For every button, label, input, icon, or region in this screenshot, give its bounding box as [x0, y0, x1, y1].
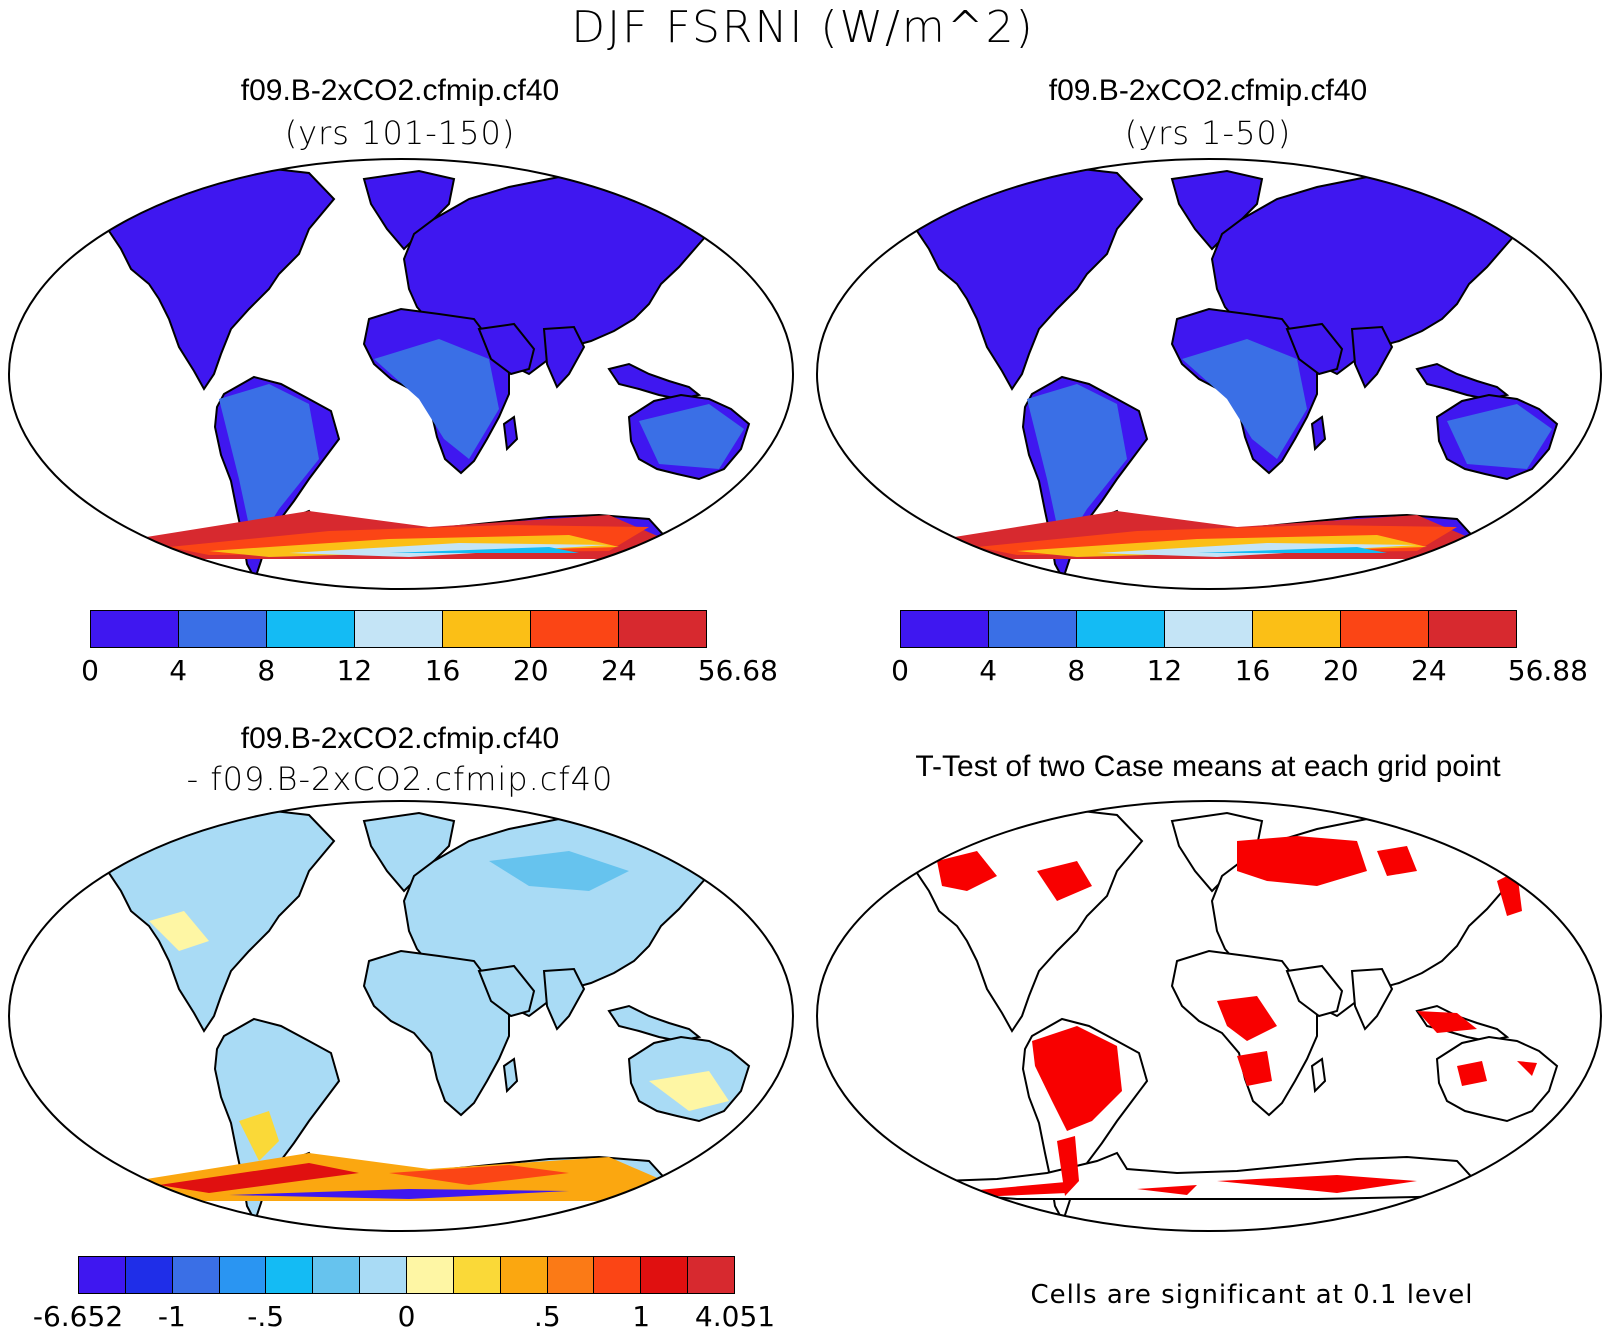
panel3-subtitle: - f09.B-2xCO2.cfmip.cf40	[186, 760, 614, 798]
colorbar-tick-label: .5	[533, 1300, 561, 1333]
colorbar-tick-label: 16	[424, 654, 461, 687]
colorbar-swatch	[1165, 611, 1253, 647]
colorbar-tick-label: 4	[169, 654, 188, 687]
africa-fill	[374, 339, 499, 459]
colorbar-case1	[90, 610, 707, 648]
colorbar-swatch	[267, 611, 355, 647]
colorbar-swatch	[641, 1257, 689, 1293]
colorbar-tick-label: 4	[979, 654, 998, 687]
panel2-title: f09.B-2xCO2.cfmip.cf40	[1048, 74, 1368, 107]
colorbar-swatch	[1341, 611, 1429, 647]
colorbar-tick-label: 56.88	[1507, 654, 1588, 687]
colorbar-swatch	[1077, 611, 1165, 647]
panel1-subtitle: (yrs 101-150)	[284, 114, 516, 152]
colorbar-tick-label: 12	[1146, 654, 1183, 687]
panel1-map	[8, 158, 794, 590]
colorbar-tick-label: 20	[512, 654, 549, 687]
colorbar-tick-label: 56.68	[697, 654, 778, 687]
colorbar-swatch	[594, 1257, 642, 1293]
colorbar-tick-label: 0	[397, 1300, 416, 1333]
colorbar-tick-label: 12	[336, 654, 373, 687]
colorbar-swatch	[901, 611, 989, 647]
colorbar-swatch	[266, 1257, 314, 1293]
colorbar-tick-label: -6.652	[32, 1300, 124, 1333]
colorbar-swatch	[1253, 611, 1341, 647]
colorbar-swatch	[688, 1257, 735, 1293]
colorbar-tick-label: 8	[1067, 654, 1086, 687]
significant-cells	[937, 836, 1537, 1197]
australia-fill	[639, 404, 744, 469]
colorbar-diff	[78, 1256, 735, 1294]
colorbar-tick-label: 1	[632, 1300, 651, 1333]
colorbar-tick-label: 0	[81, 654, 99, 687]
colorbar-swatch	[360, 1257, 408, 1293]
colorbar-swatch	[443, 611, 531, 647]
colorbar-swatch	[355, 611, 443, 647]
colorbar-swatch	[1429, 611, 1516, 647]
colorbar-tick-label: 20	[1322, 654, 1359, 687]
colorbar-swatch	[79, 1257, 126, 1293]
colorbar-swatch	[313, 1257, 361, 1293]
colorbar-tick-label: -.5	[247, 1300, 285, 1333]
colorbar-tick-label: 4.051	[694, 1300, 776, 1333]
colorbar-case2	[900, 610, 1517, 648]
colorbar-swatch	[531, 611, 619, 647]
significance-note: Cells are significant at 0.1 level	[1030, 1280, 1474, 1310]
colorbar-tick-label: -1	[157, 1300, 186, 1333]
panel2-map	[816, 158, 1602, 590]
colorbar-swatch	[219, 1257, 267, 1293]
colorbar-swatch	[453, 1257, 501, 1293]
colorbar-tick-label: 24	[601, 654, 637, 687]
colorbar-swatch	[125, 1257, 173, 1293]
colorbar-swatch	[179, 611, 267, 647]
panel4-map	[816, 800, 1602, 1232]
colorbar-swatch	[547, 1257, 595, 1293]
colorbar-tick-label: 16	[1234, 654, 1271, 687]
colorbar-swatch	[172, 1257, 220, 1293]
colorbar-tick-label: 0	[891, 654, 909, 687]
panel4-title: T-Test of two Case means at each grid po…	[915, 750, 1501, 783]
panel1-title: f09.B-2xCO2.cfmip.cf40	[240, 74, 560, 107]
colorbar-swatch	[91, 611, 179, 647]
panel3-title: f09.B-2xCO2.cfmip.cf40	[240, 722, 560, 755]
panel2-subtitle: (yrs 1-50)	[1124, 114, 1292, 152]
colorbar-tick-label: 8	[257, 654, 276, 687]
panel3-map	[8, 800, 794, 1232]
south-america-fill	[219, 384, 319, 549]
colorbar-tick-label: 24	[1411, 654, 1447, 687]
colorbar-swatch	[500, 1257, 548, 1293]
colorbar-swatch	[619, 611, 706, 647]
figure-title: DJF FSRNI (W/m^2)	[571, 2, 1035, 53]
colorbar-swatch	[989, 611, 1077, 647]
colorbar-swatch	[407, 1257, 454, 1293]
